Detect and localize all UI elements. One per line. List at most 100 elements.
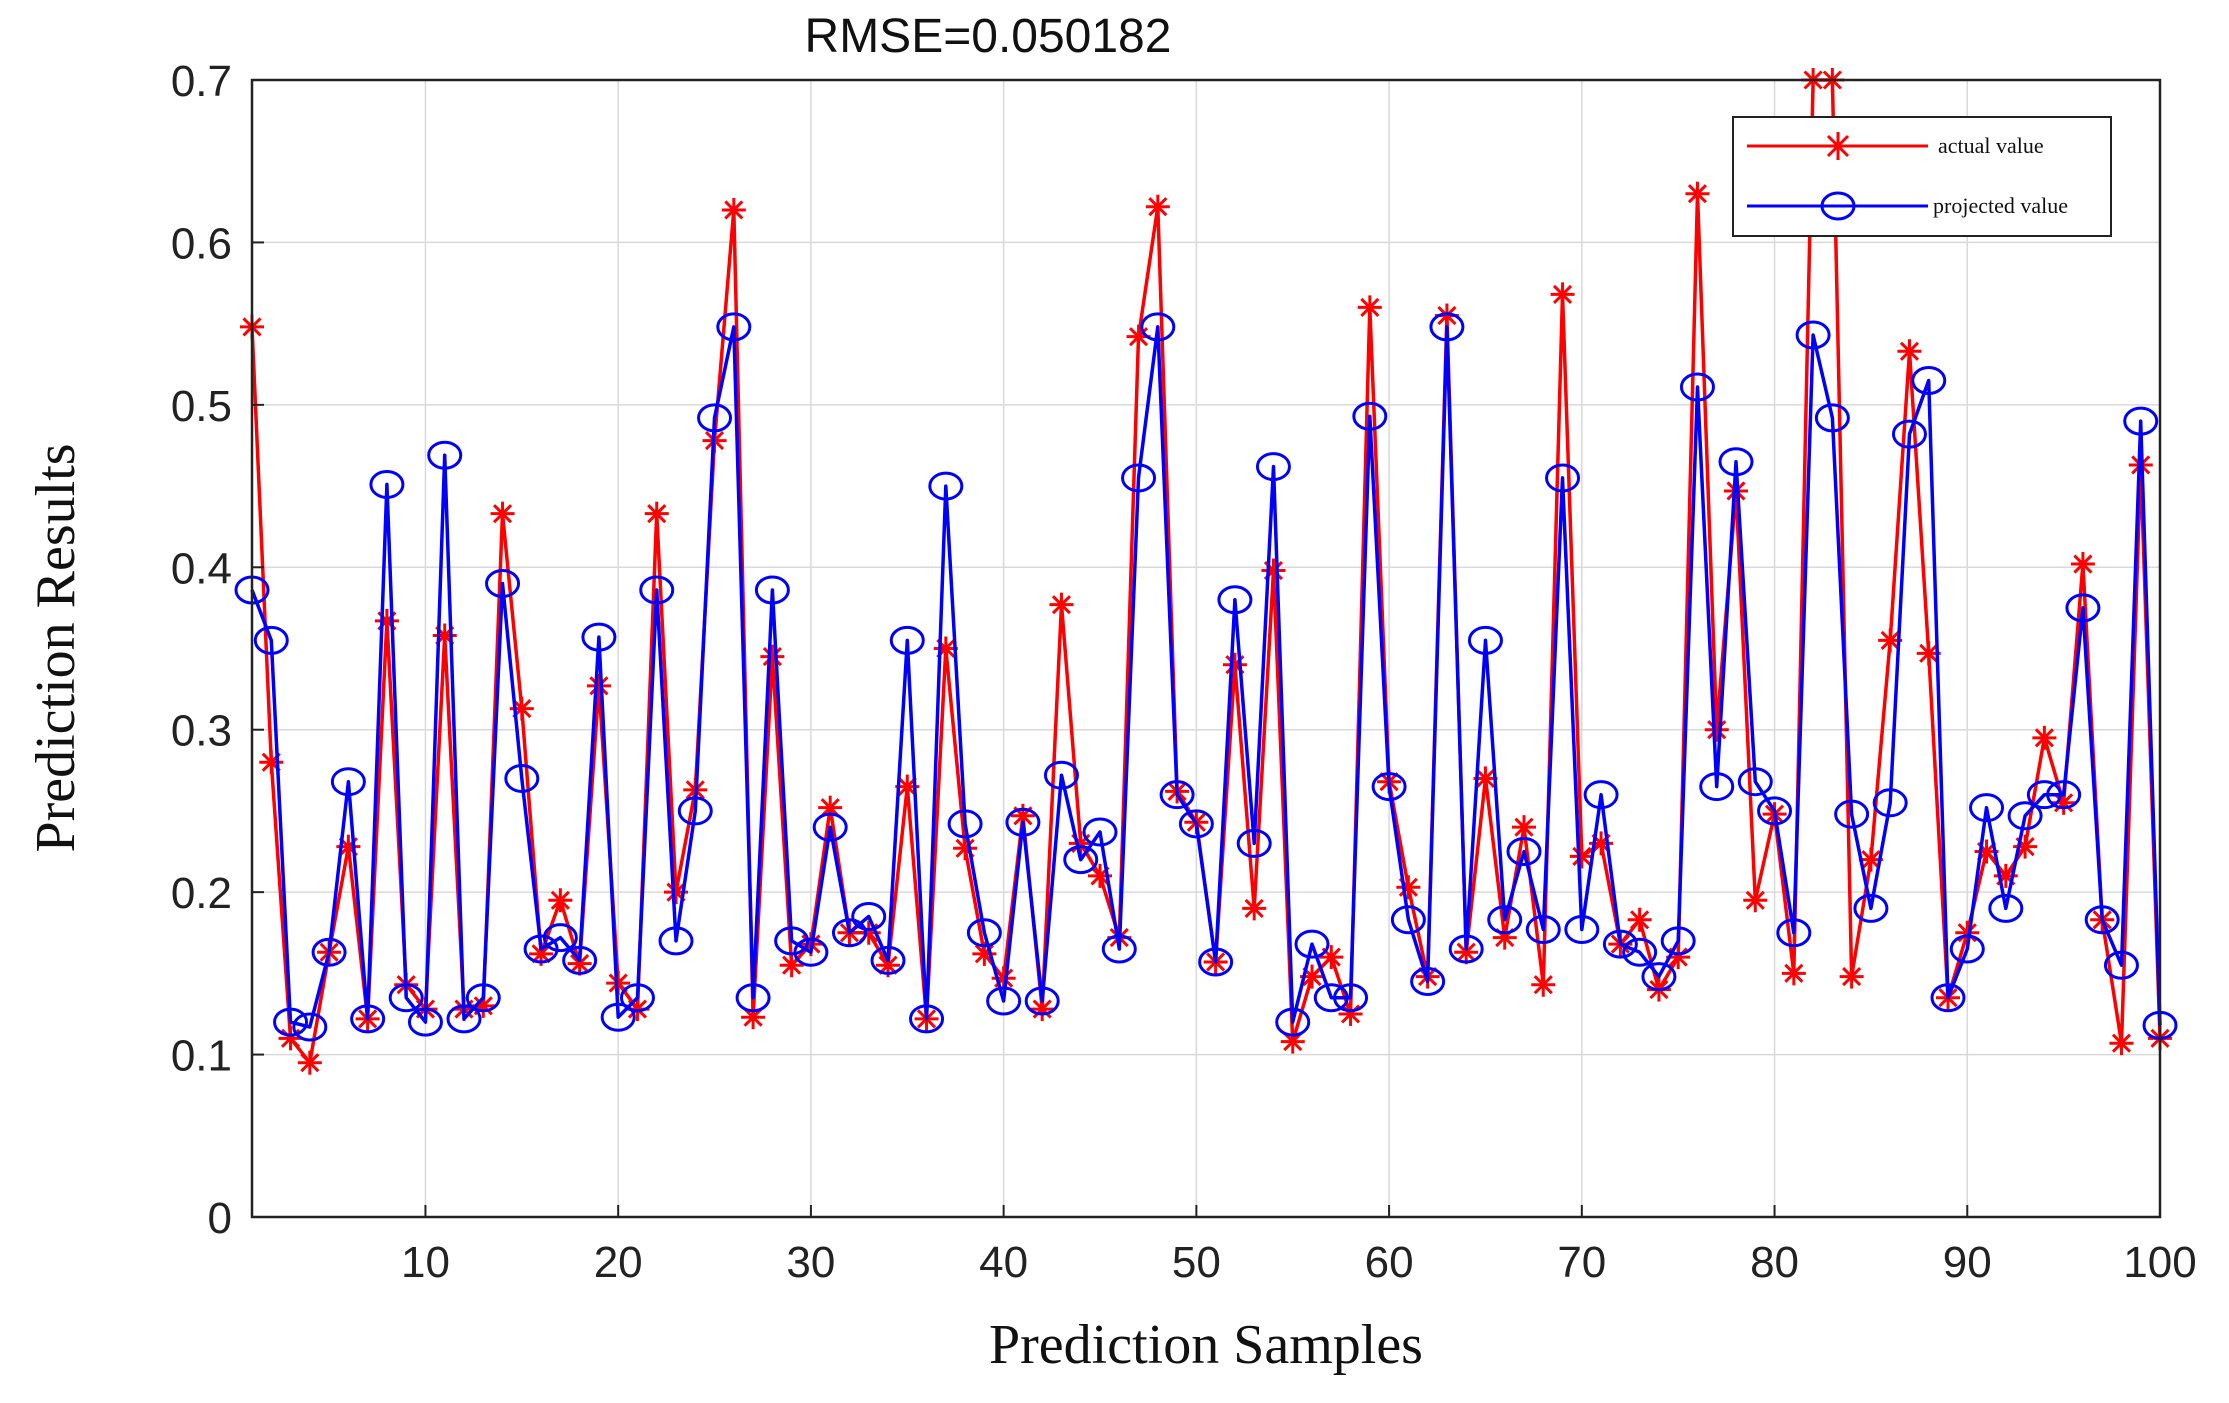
projected-value-point [1333, 983, 1369, 1013]
projected-value-point [311, 937, 347, 967]
projected-value-point [446, 1004, 482, 1034]
x-tick-label: 100 [2123, 1238, 2196, 1287]
projected-value-point [485, 569, 521, 599]
projected-value-point [427, 440, 463, 470]
projected-value-point [1564, 915, 1600, 945]
projected-value-point [986, 986, 1022, 1016]
chart-title: RMSE=0.050182 [805, 10, 1172, 63]
actual-value-point [1261, 558, 1286, 583]
actual-value-point [721, 197, 746, 222]
actual-value-point [1049, 592, 1074, 617]
actual-value-point [2032, 725, 2057, 750]
projected-value-point [1159, 780, 1195, 810]
projected-value-point [1949, 934, 1985, 964]
projected-value-point [1699, 772, 1735, 802]
projected-value-point [1101, 934, 1137, 964]
projected-value-point [1525, 915, 1561, 945]
projected-value-point [870, 945, 906, 975]
legend-actual-label: actual value [1938, 133, 2044, 158]
x-tick-label: 70 [1557, 1238, 1606, 1287]
projected-value-point [369, 469, 405, 499]
y-tick-label: 0.2 [171, 869, 232, 918]
projected-value-point [966, 918, 1002, 948]
projected-value-point [600, 1002, 636, 1032]
actual-value-point [432, 623, 457, 648]
projected-value-point [1390, 905, 1426, 935]
actual-value-point [1955, 920, 1980, 945]
projected-value-point [273, 1007, 309, 1037]
projected-value-point [716, 312, 752, 342]
projected-value-point [1795, 320, 1831, 350]
x-axis-label: Prediction Samples [989, 1314, 1423, 1376]
projected-value-point [1198, 947, 1234, 977]
actual-value-point [664, 880, 688, 905]
projected-value-point [793, 937, 829, 967]
projected-value-point [1121, 463, 1157, 493]
actual-value-point [1627, 907, 1652, 932]
projected-value-point [1583, 780, 1619, 810]
actual-value-point [760, 644, 785, 669]
projected-value-point [1352, 401, 1388, 431]
projected-value-point [2065, 593, 2101, 623]
projected-value-point [1814, 403, 1850, 433]
y-tick-label: 0.3 [171, 707, 232, 756]
actual-value-point [779, 953, 804, 978]
projected-value-point [1140, 312, 1176, 342]
projected-value-point [292, 1012, 328, 1042]
projected-value-point [2007, 801, 2043, 831]
actual-value-point [2109, 1031, 2134, 1056]
legend-projected-marker [1820, 191, 1856, 221]
x-tick-label: 20 [594, 1238, 643, 1287]
projected-value-point [831, 918, 867, 948]
projected-value-point [947, 809, 983, 839]
projected-value-point [928, 471, 964, 501]
projected-value-point [581, 622, 617, 652]
actual-value-point [1338, 1001, 1363, 1026]
actual-value-point [1222, 652, 1247, 677]
projected-value-point [253, 625, 289, 655]
projected-value-point [697, 403, 733, 433]
x-tick-label: 30 [786, 1238, 835, 1287]
projected-value-point [1313, 983, 1349, 1013]
projected-value-point [1506, 837, 1542, 867]
projected-value-point [1082, 817, 1118, 847]
projected-value-point [1236, 828, 1272, 858]
y-tick-label: 0.5 [171, 382, 232, 431]
projected-value-point [1545, 463, 1581, 493]
actual-value-point [1781, 961, 1806, 986]
projected-value-point [1275, 1007, 1311, 1037]
projected-value-point [407, 1007, 443, 1037]
projected-value-point [1255, 452, 1291, 482]
projected-value-point [1063, 845, 1099, 875]
projected-value-point [1641, 962, 1677, 992]
projected-value-point [851, 902, 887, 932]
projected-value-point [2123, 406, 2159, 436]
x-tick-label: 80 [1750, 1238, 1799, 1287]
projected-value-point [1911, 365, 1947, 395]
actual-value-point [1743, 888, 1768, 913]
projected-value-point [2026, 780, 2062, 810]
x-tick-label: 90 [1943, 1238, 1992, 1287]
projected-value-point [909, 1004, 945, 1034]
projected-value-point [465, 983, 501, 1013]
projected-value-point [1660, 926, 1696, 956]
actual-value-point [1357, 295, 1382, 320]
projected-value-point [504, 763, 540, 793]
projected-value-point [562, 945, 598, 975]
projected-value-point [1776, 918, 1812, 948]
actual-value-point [259, 750, 284, 775]
actual-value-point [374, 608, 399, 633]
actual-value-point [1280, 1029, 1305, 1054]
projected-value-point [1487, 905, 1523, 935]
projected-value-point [735, 983, 771, 1013]
projected-value-point [1853, 893, 1889, 923]
projected-value-point [1448, 934, 1484, 964]
plot-frame [250, 78, 2162, 1219]
actual-value-point [297, 1050, 322, 1075]
projected-value-point [388, 983, 424, 1013]
y-tick-label: 0.6 [171, 219, 232, 268]
actual-value-point [1569, 844, 1594, 869]
projected-value-point [2103, 950, 2139, 980]
projected-value-point [330, 767, 366, 797]
